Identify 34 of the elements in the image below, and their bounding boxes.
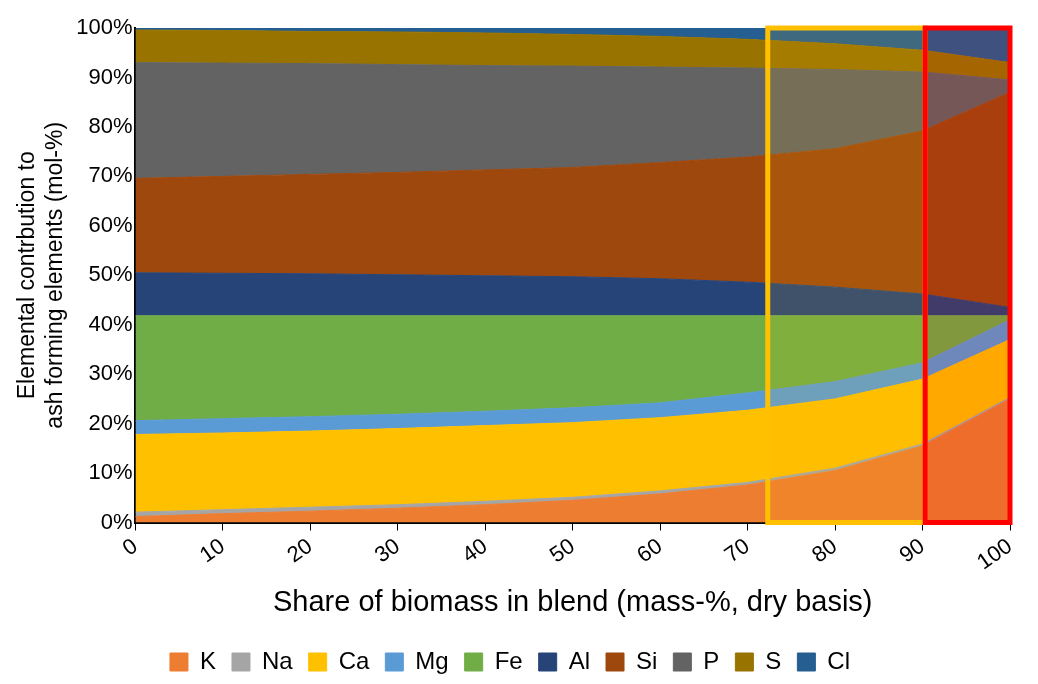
x-tick-label: 40: [457, 532, 492, 568]
x-tick-label: 20: [282, 532, 317, 568]
x-tick-label: 60: [632, 532, 667, 568]
y-axis-title: Elemental contrbution to ash forming elements (mol-%): [13, 121, 67, 429]
legend-label: Cl: [827, 646, 851, 674]
legend-label: Al: [568, 646, 591, 674]
x-tick-label: 0: [117, 532, 142, 561]
legend-label: Mg: [415, 646, 449, 674]
y-tick-label: 100%: [76, 14, 133, 40]
legend-label: Fe: [494, 646, 523, 674]
x-tick-label: 80: [807, 532, 842, 568]
y-tick-label: 40%: [88, 310, 133, 336]
x-tick-label: 90: [894, 532, 929, 568]
y-tick-label: 20%: [88, 409, 133, 435]
y-tick-label: 0%: [100, 508, 133, 534]
y-tick-label: 90%: [88, 63, 133, 89]
y-tick-label: 50%: [88, 261, 133, 287]
legend-label: P: [703, 646, 720, 674]
legend-label: Ca: [338, 646, 370, 674]
legend-label: Na: [261, 646, 294, 674]
y-tick-label: 80%: [88, 112, 133, 138]
y-tick-label: 60%: [88, 211, 133, 237]
x-tick-label: 70: [719, 532, 754, 568]
x-tick-label: 30: [369, 532, 405, 568]
y-tick-label: 70%: [88, 162, 133, 188]
x-axis-title: Share of biomass in blend (mass-%, dry basis): [272, 584, 873, 617]
x-tick-label: 50: [544, 532, 580, 568]
legend-label: S: [765, 646, 782, 674]
legend-label: K: [199, 646, 216, 674]
y-tick-label: 30%: [88, 360, 133, 386]
x-tick-label: 10: [194, 532, 230, 568]
x-tick-label: 100: [971, 532, 1017, 575]
legend-label: Si: [636, 646, 658, 674]
y-tick-label: 10%: [88, 459, 133, 485]
